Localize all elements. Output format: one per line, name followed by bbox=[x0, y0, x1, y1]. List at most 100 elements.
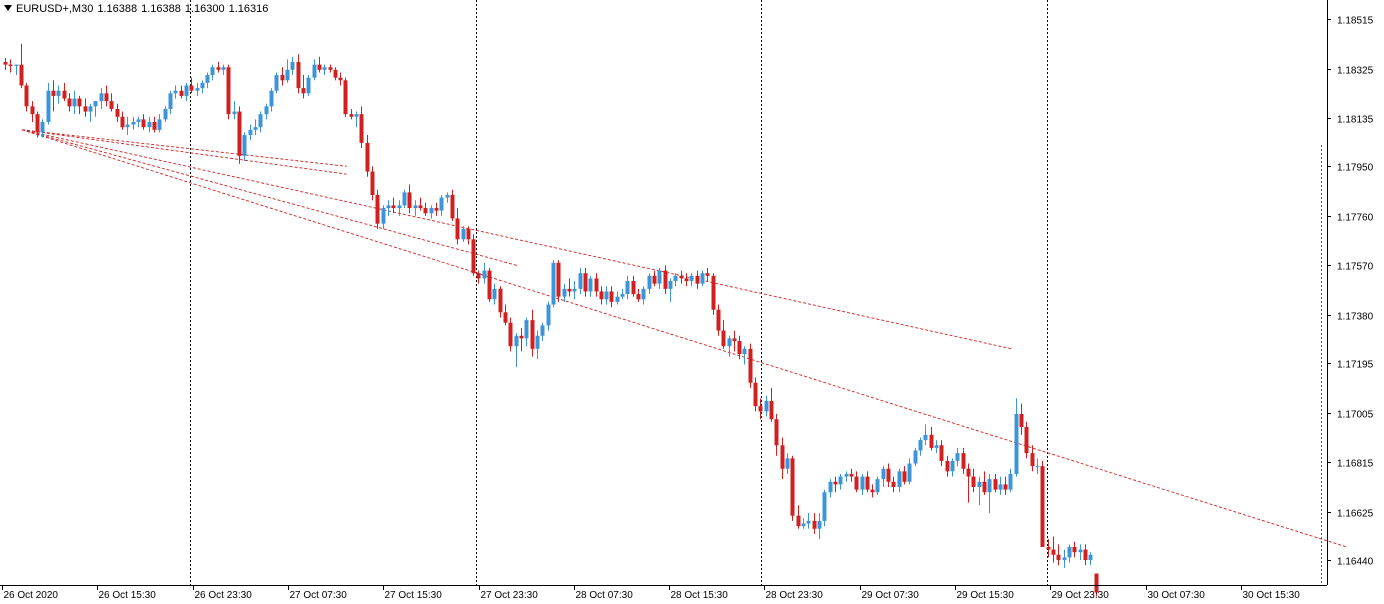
dropdown-triangle-icon[interactable] bbox=[4, 5, 12, 11]
candle-body bbox=[274, 75, 279, 91]
trendline[interactable] bbox=[21, 129, 347, 167]
candle bbox=[1072, 541, 1077, 558]
candle bbox=[891, 476, 896, 493]
candle-body bbox=[780, 445, 785, 469]
candle-body bbox=[333, 69, 338, 78]
candle bbox=[285, 59, 290, 83]
candle-body bbox=[881, 468, 886, 480]
candle bbox=[210, 64, 215, 81]
candle-body bbox=[673, 275, 678, 282]
candle-body bbox=[737, 340, 742, 355]
candle-body bbox=[317, 64, 322, 70]
candle-body bbox=[131, 121, 136, 125]
candle bbox=[812, 513, 817, 534]
candle-body bbox=[46, 90, 51, 122]
candle bbox=[860, 473, 865, 495]
candle-body bbox=[812, 520, 817, 529]
trendline[interactable] bbox=[21, 129, 1012, 350]
candle-body bbox=[594, 278, 599, 292]
candle-body bbox=[971, 476, 976, 487]
candle-body bbox=[705, 273, 710, 276]
time-tick-label: 27 Oct 23:30 bbox=[481, 590, 539, 601]
candle-body bbox=[519, 335, 524, 339]
time-tick-label: 28 Oct 07:30 bbox=[576, 590, 634, 601]
candle-body bbox=[189, 85, 194, 91]
candle-body bbox=[1003, 484, 1008, 490]
candle bbox=[918, 437, 923, 456]
candle bbox=[572, 281, 577, 300]
candle-body bbox=[429, 208, 434, 214]
candle-body bbox=[1019, 413, 1024, 428]
candle-body bbox=[168, 93, 173, 109]
candle-body bbox=[796, 515, 801, 527]
candle-body bbox=[955, 453, 960, 461]
candle bbox=[200, 80, 205, 94]
candle-body bbox=[455, 218, 460, 240]
candle bbox=[737, 335, 742, 360]
trendline[interactable] bbox=[21, 129, 517, 266]
candle bbox=[115, 103, 120, 122]
candle bbox=[753, 377, 758, 412]
candle-body bbox=[72, 98, 77, 107]
candle bbox=[817, 513, 822, 540]
candle-body bbox=[609, 291, 614, 302]
candle-body bbox=[184, 85, 189, 96]
candle bbox=[343, 77, 348, 117]
candle-body bbox=[1094, 573, 1099, 593]
candle bbox=[375, 189, 380, 229]
candle bbox=[1062, 549, 1067, 568]
candle bbox=[338, 72, 343, 86]
candles bbox=[3, 43, 1322, 597]
candle-body bbox=[641, 288, 646, 300]
candle bbox=[195, 82, 200, 96]
candle-body bbox=[386, 205, 391, 209]
candle-body bbox=[966, 468, 971, 477]
candle bbox=[929, 427, 934, 451]
candle bbox=[689, 273, 694, 287]
candle-body bbox=[727, 338, 732, 347]
candle-body bbox=[434, 208, 439, 211]
candle bbox=[125, 116, 130, 136]
candle-body bbox=[753, 382, 758, 407]
candle bbox=[774, 413, 779, 456]
candle-body bbox=[482, 270, 487, 279]
candle bbox=[583, 267, 588, 297]
candle bbox=[381, 205, 386, 229]
candle bbox=[939, 440, 944, 467]
candle-body bbox=[556, 262, 561, 297]
candle bbox=[604, 286, 609, 305]
candle-body bbox=[716, 309, 721, 331]
candle-body bbox=[1040, 466, 1045, 547]
candle bbox=[482, 262, 487, 284]
candle-body bbox=[237, 111, 242, 156]
candle-body bbox=[375, 194, 380, 224]
trendlines[interactable] bbox=[21, 129, 1347, 548]
candle-body bbox=[296, 62, 301, 89]
candle bbox=[588, 275, 593, 297]
candle-body bbox=[615, 296, 620, 302]
candle bbox=[705, 267, 710, 282]
candle bbox=[508, 317, 513, 352]
candle-body bbox=[141, 119, 146, 128]
candle-body bbox=[221, 67, 226, 70]
candle bbox=[402, 189, 407, 209]
candle-body bbox=[524, 320, 529, 339]
candle bbox=[306, 75, 311, 96]
time-tick-label: 29 Oct 15:30 bbox=[957, 590, 1015, 601]
candle bbox=[673, 273, 678, 287]
trendline[interactable] bbox=[21, 129, 1347, 548]
candle bbox=[987, 473, 992, 514]
candle bbox=[471, 234, 476, 276]
candle bbox=[40, 119, 45, 138]
trendline[interactable] bbox=[21, 129, 347, 175]
candle-body bbox=[8, 64, 13, 66]
candle-body bbox=[343, 80, 348, 115]
candle bbox=[1056, 544, 1061, 566]
candle bbox=[487, 267, 492, 302]
candle bbox=[136, 116, 141, 128]
candle-body bbox=[833, 481, 838, 485]
candle bbox=[423, 202, 428, 216]
candle bbox=[216, 62, 221, 73]
